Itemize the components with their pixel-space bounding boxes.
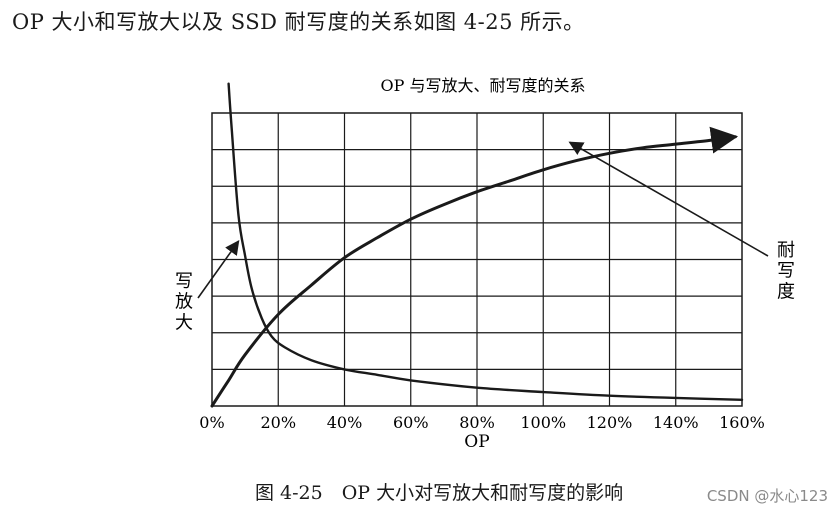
x-tick-label: 160% xyxy=(719,413,765,432)
x-axis-label: OP xyxy=(464,432,489,452)
figure-caption: 图 4-25 OP 大小对写放大和耐写度的影响 xyxy=(255,482,624,504)
x-tick-labels: 0% 20% 40% 60% 80% 100% 120% 140% 160% xyxy=(199,413,765,432)
annotation-arrow-0 xyxy=(197,240,240,299)
x-tick-label: 0% xyxy=(199,413,224,432)
x-tick-label: 20% xyxy=(260,413,296,432)
x-tick-label: 120% xyxy=(587,413,633,432)
x-tick-label: 60% xyxy=(393,413,429,432)
series-line-1 xyxy=(210,126,739,408)
series-line-0 xyxy=(227,82,744,401)
intro-text: OP 大小和写放大以及 SSD 耐写度的关系如图 4-25 所示。 xyxy=(12,10,585,34)
annotation-label-1: 耐写度 xyxy=(777,240,795,302)
x-tick-label: 100% xyxy=(520,413,566,432)
chart-title: OP 与写放大、耐写度的关系 xyxy=(381,76,586,95)
series-layer xyxy=(210,82,744,408)
annotation-label-0: 写放大 xyxy=(175,271,193,333)
x-tick-label: 80% xyxy=(459,413,495,432)
grid-lines xyxy=(212,113,742,406)
annotation-arrow-1 xyxy=(568,141,769,257)
x-tick-label: 40% xyxy=(327,413,363,432)
annotation-layer: 写放大 耐写度 xyxy=(175,141,795,333)
x-tick-label: 140% xyxy=(653,413,699,432)
watermark: CSDN @水心123 xyxy=(706,487,828,505)
